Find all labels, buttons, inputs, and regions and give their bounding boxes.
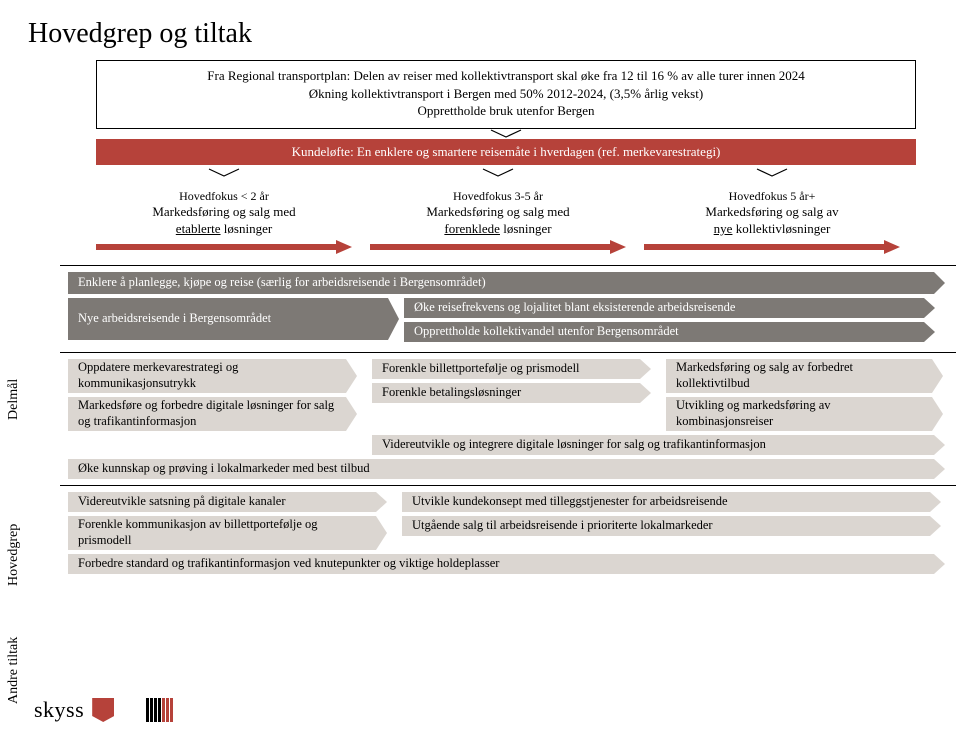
hf1-mid: Markedsføring og salg med (96, 204, 352, 221)
hf3-top: Hovedfokus 5 år+ (644, 189, 900, 205)
side-label-delmal: Delmål (6, 334, 22, 464)
delmal-bar-1: Enklere å planlegge, kjøpe og reise (sær… (68, 272, 934, 294)
hg-left-2: Markedsføre og forbedre digitale løsning… (68, 397, 346, 431)
arrow-right-icon (370, 240, 626, 254)
hg-right-2: Utvikling og markedsføring av kombinasjo… (666, 397, 932, 431)
topbox-line2: Økning kollektivtransport i Bergen med 5… (109, 85, 903, 103)
hf2-mid: Markedsføring og salg med (370, 204, 626, 221)
hg-mid-1: Forenkle billettportefølje og prismodell (372, 359, 640, 379)
topbox-line1: Fra Regional transportplan: Delen av rei… (109, 67, 903, 85)
side-label-andre: Andre tiltak (6, 620, 22, 720)
andre-r2: Utgående salg til arbeidsreisende i prio… (402, 516, 930, 536)
arrow-right-icon (644, 240, 900, 254)
andre-r1: Utvikle kundekonsept med tilleggstjenest… (402, 492, 930, 512)
hovedfokus-1: Hovedfokus < 2 år Markedsføring og salg … (96, 189, 352, 238)
connector-icon (96, 129, 916, 139)
hf2-top: Hovedfokus 3-5 år (370, 189, 626, 205)
topbox: Fra Regional transportplan: Delen av rei… (96, 60, 916, 129)
logo-text: skyss (34, 697, 84, 723)
divider (60, 485, 956, 486)
hf1-top: Hovedfokus < 2 år (96, 189, 352, 205)
andre-l2: Forenkle kommunikasjon av billettportefø… (68, 516, 376, 550)
shield-icon (92, 698, 114, 722)
divider (60, 265, 956, 266)
page-title: Hovedgrep og tiltak (28, 18, 932, 50)
hg-bottom: Øke kunnskap og prøving i lokalmarkeder … (68, 459, 934, 479)
hovedfokus-row: Hovedfokus < 2 år Markedsføring og salg … (96, 189, 932, 238)
kundelofte-box: Kundeløfte: En enklere og smartere reise… (96, 139, 916, 165)
hf3-mid: Markedsføring og salg av (644, 204, 900, 221)
connector-icon (96, 165, 352, 183)
side-label-hovedgrep: Hovedgrep (6, 490, 22, 620)
andre-l1: Videreutvikle satsning på digitale kanal… (68, 492, 376, 512)
hg-long-1: Videreutvikle og integrere digitale løsn… (372, 435, 934, 455)
logo: skyss (34, 697, 174, 723)
delmal-bar-4: Opprettholde kollektivandel utenfor Berg… (404, 322, 924, 342)
red-arrow-row (96, 240, 932, 259)
hf2-bot: forenklede løsninger (370, 221, 626, 238)
delmal-section: Enklere å planlegge, kjøpe og reise (sær… (68, 272, 956, 346)
topbox-line3: Opprettholde bruk utenfor Bergen (109, 102, 903, 120)
delmal-bar-2: Nye arbeidsreisende i Bergensområdet (68, 298, 388, 340)
hovedfokus-3: Hovedfokus 5 år+ Markedsføring og salg a… (644, 189, 900, 238)
andre-section: Videreutvikle satsning på digitale kanal… (68, 492, 956, 574)
connector-icon (370, 165, 626, 183)
hg-mid-2: Forenkle betalingsløsninger (372, 383, 640, 403)
hf1-bot: etablerte løsninger (96, 221, 352, 238)
hg-right-1: Markedsføring og salg av forbedret kolle… (666, 359, 932, 393)
hf3-bot: nye kollektivløsninger (644, 221, 900, 238)
delmal-bar-3: Øke reisefrekvens og lojalitet blant eks… (404, 298, 924, 318)
divider (60, 352, 956, 353)
stripes-icon (146, 698, 174, 722)
connector-icon (644, 165, 900, 183)
andre-b: Forbedre standard og trafikantinformasjo… (68, 554, 934, 574)
hg-left-1: Oppdatere merkevarestrategi og kommunika… (68, 359, 346, 393)
arrow-right-icon (96, 240, 352, 254)
hovedfokus-2: Hovedfokus 3-5 år Markedsføring og salg … (370, 189, 626, 238)
hovedgrep-section: Oppdatere merkevarestrategi og kommunika… (68, 359, 956, 479)
